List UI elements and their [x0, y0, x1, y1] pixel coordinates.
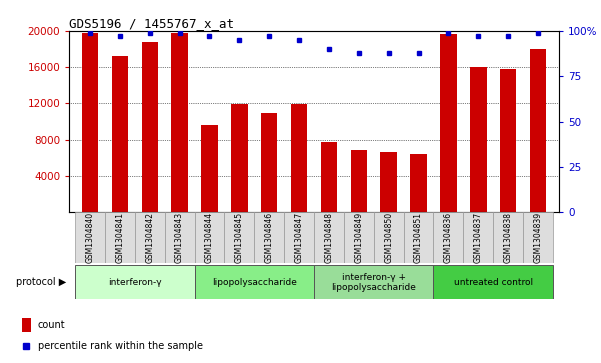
Bar [374, 212, 404, 263]
Bar [440, 34, 457, 212]
Bar [350, 150, 367, 212]
Bar [105, 212, 135, 263]
Text: interferon-γ: interferon-γ [108, 278, 162, 287]
Text: GSM1304847: GSM1304847 [294, 212, 304, 263]
Text: count: count [38, 320, 66, 330]
Text: GSM1304837: GSM1304837 [474, 212, 483, 263]
Bar [201, 125, 218, 212]
Bar [142, 42, 158, 212]
Bar [410, 154, 427, 212]
Bar [75, 212, 105, 263]
Bar [314, 212, 344, 263]
Bar [112, 56, 128, 212]
Bar [500, 69, 516, 212]
Text: lipopolysaccharide: lipopolysaccharide [212, 278, 297, 287]
Bar [165, 212, 195, 263]
Bar [380, 152, 397, 212]
Text: GSM1304848: GSM1304848 [325, 212, 334, 263]
Text: untreated control: untreated control [454, 278, 532, 287]
Bar [523, 212, 553, 263]
Bar [530, 49, 546, 212]
Bar [284, 212, 314, 263]
Bar [171, 33, 188, 212]
Bar [314, 265, 433, 299]
Text: GSM1304849: GSM1304849 [355, 212, 364, 263]
Text: GSM1304845: GSM1304845 [235, 212, 244, 263]
Text: GSM1304839: GSM1304839 [534, 212, 543, 263]
Bar [291, 104, 307, 212]
Bar [195, 265, 314, 299]
Text: GSM1304836: GSM1304836 [444, 212, 453, 263]
Bar [224, 212, 254, 263]
Bar [493, 212, 523, 263]
Text: percentile rank within the sample: percentile rank within the sample [38, 341, 203, 351]
Text: GSM1304846: GSM1304846 [264, 212, 273, 263]
Bar [470, 67, 486, 212]
Bar [344, 212, 374, 263]
Bar [261, 113, 278, 212]
Text: GSM1304841: GSM1304841 [115, 212, 124, 263]
Text: GSM1304842: GSM1304842 [145, 212, 154, 263]
Bar [22, 318, 31, 332]
Text: GSM1304850: GSM1304850 [384, 212, 393, 263]
Bar [82, 33, 98, 212]
Bar [75, 265, 195, 299]
Text: GSM1304851: GSM1304851 [414, 212, 423, 263]
Text: GSM1304840: GSM1304840 [85, 212, 94, 263]
Text: interferon-γ +
lipopolysaccharide: interferon-γ + lipopolysaccharide [331, 273, 416, 292]
Bar [404, 212, 433, 263]
Bar [463, 212, 493, 263]
Text: GDS5196 / 1455767_x_at: GDS5196 / 1455767_x_at [69, 17, 234, 30]
Text: protocol ▶: protocol ▶ [16, 277, 66, 287]
Bar [321, 142, 337, 212]
Bar [195, 212, 224, 263]
Text: GSM1304843: GSM1304843 [175, 212, 184, 263]
Bar [254, 212, 284, 263]
Bar [433, 265, 553, 299]
Bar [135, 212, 165, 263]
Bar [231, 104, 248, 212]
Bar [433, 212, 463, 263]
Text: GSM1304844: GSM1304844 [205, 212, 214, 263]
Text: GSM1304838: GSM1304838 [504, 212, 513, 263]
